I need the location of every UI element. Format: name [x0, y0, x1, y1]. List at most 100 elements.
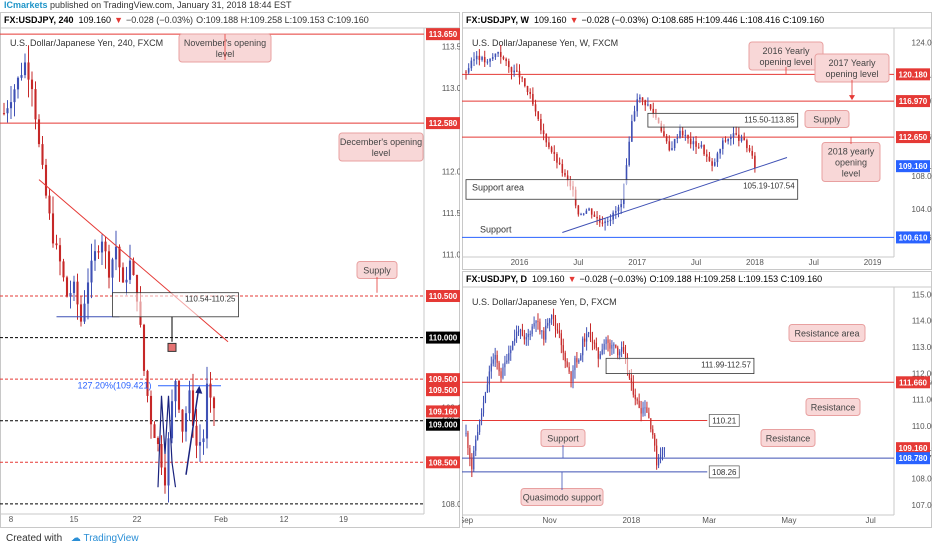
- price-badge-label: 109.000: [429, 421, 458, 430]
- chart-panel-weekly[interactable]: FX:USDJPY, W 109.160 ▼ −0.028 (−0.03%) O:108…: [462, 12, 932, 270]
- candle: [566, 358, 568, 368]
- callout-text: level: [372, 148, 391, 158]
- candle: [500, 367, 502, 383]
- price-badge-label: 112.650: [899, 133, 928, 142]
- price-badge: 111.660: [896, 376, 930, 389]
- candle: [13, 84, 16, 117]
- x-tick-label: 2019: [864, 258, 882, 267]
- candle: [531, 323, 533, 337]
- candle: [195, 409, 198, 459]
- price-badge-label: 109.500: [429, 386, 458, 395]
- candle: [469, 444, 471, 467]
- candle: [467, 430, 469, 455]
- candle: [606, 216, 609, 226]
- price-badge-label: 109.160: [899, 444, 928, 453]
- candle: [597, 347, 599, 368]
- x-axis[interactable]: 2016 Jul 2017 Jul 2018 Jul 2019: [462, 256, 894, 267]
- candle: [582, 212, 585, 216]
- candle: [16, 76, 20, 99]
- candle: [562, 338, 564, 361]
- header-ohlc: O:108.685 H:109.446 L:108.416 C:109.160: [652, 15, 825, 25]
- candle: [2, 102, 6, 116]
- price-badge-label: 109.160: [429, 407, 458, 416]
- price-badge-label: 120.180: [899, 70, 928, 79]
- candle: [491, 53, 494, 61]
- candle: [497, 51, 499, 57]
- candle: [604, 218, 606, 231]
- header-change: −0.028 (−0.03%): [579, 274, 646, 284]
- candle: [556, 323, 559, 334]
- candle: [564, 350, 566, 369]
- candle: [636, 397, 638, 405]
- candle: [490, 356, 492, 379]
- candle: [205, 366, 209, 449]
- price-badges: 113.650 112.580 110.500 110.000 109.500 109.5…: [426, 28, 460, 469]
- candle: [676, 133, 679, 144]
- price-badge-label: 109.500: [429, 375, 458, 384]
- candle: [76, 273, 79, 320]
- candle: [518, 64, 521, 85]
- publisher-brand[interactable]: ICmarkets: [4, 0, 48, 10]
- candle: [48, 189, 51, 220]
- candle: [483, 50, 486, 67]
- footer-brand[interactable]: TradingView: [83, 533, 139, 544]
- candle: [746, 138, 748, 153]
- candle: [484, 391, 487, 404]
- resistance-area-zone: 111.99-112.57: [605, 357, 755, 374]
- candle: [508, 345, 510, 364]
- candle: [695, 136, 697, 154]
- candle: [641, 97, 644, 106]
- callout-resistance-2: Resistance: [760, 429, 816, 447]
- x-axis[interactable]: Sep Nov 2018 Mar May Jul: [462, 514, 894, 525]
- candle: [519, 328, 522, 340]
- candle: [156, 436, 160, 452]
- arrow-up-icon: [185, 391, 199, 475]
- candle: [700, 141, 703, 149]
- candle: [552, 308, 555, 326]
- x-tick-label: Nov: [543, 516, 557, 525]
- candle: [601, 343, 603, 356]
- chart-panel-h4[interactable]: FX:USDJPY, 240 109.160 ▼ −0.028 (−0.03%) O:1…: [0, 12, 460, 528]
- candle: [605, 336, 607, 350]
- candle: [642, 401, 644, 417]
- y-tick-label: 111.000: [442, 250, 460, 259]
- candle: [6, 100, 9, 123]
- candle: [681, 127, 684, 138]
- arrow-head-icon: [195, 385, 203, 394]
- x-tick-label: Jul: [573, 258, 583, 267]
- candle: [545, 319, 547, 343]
- candle: [553, 145, 556, 161]
- candle: [506, 353, 508, 365]
- y-tick-label: 113.500: [442, 43, 460, 52]
- candle: [188, 380, 191, 421]
- candle: [37, 114, 41, 148]
- tradingview-logo-icon: ☁: [70, 533, 81, 544]
- price-badge: 109.500: [426, 373, 460, 386]
- price-badge: 109.160: [426, 405, 460, 418]
- candle: [167, 432, 170, 503]
- header-ohlc: O:109.188 H:109.258 L:109.153 C:109.160: [650, 274, 823, 284]
- chart-subtitle: U.S. Dollar/Japanese Yen, W, FXCM: [472, 38, 618, 48]
- candle: [644, 400, 646, 417]
- footer-created-with: Created with: [6, 533, 63, 544]
- price-badge: 109.000: [426, 418, 460, 431]
- candle: [532, 87, 534, 107]
- candle: [510, 66, 513, 80]
- price-badge: 100.610: [896, 231, 930, 244]
- chart-panel-daily[interactable]: FX:USDJPY, D 109.160 ▼ −0.028 (−0.03%) O:109…: [462, 271, 932, 528]
- x-axis[interactable]: 8 15 22 Feb 12 19: [0, 513, 424, 524]
- candle: [609, 339, 611, 357]
- candle: [502, 55, 505, 61]
- callout-resistance: Resistance: [805, 398, 861, 416]
- price-badge-label: 108.500: [429, 458, 458, 467]
- candle: [652, 425, 654, 439]
- candle: [735, 126, 737, 136]
- candle: [498, 360, 500, 376]
- projection-path: [157, 395, 177, 488]
- x-tick-label: Sep: [462, 516, 474, 525]
- y-tick-label: 111.500: [442, 209, 460, 218]
- chart-header: FX:USDJPY, W 109.160 ▼ −0.028 (−0.03%) O:108…: [466, 15, 824, 25]
- candle: [596, 211, 598, 225]
- candle: [481, 55, 483, 62]
